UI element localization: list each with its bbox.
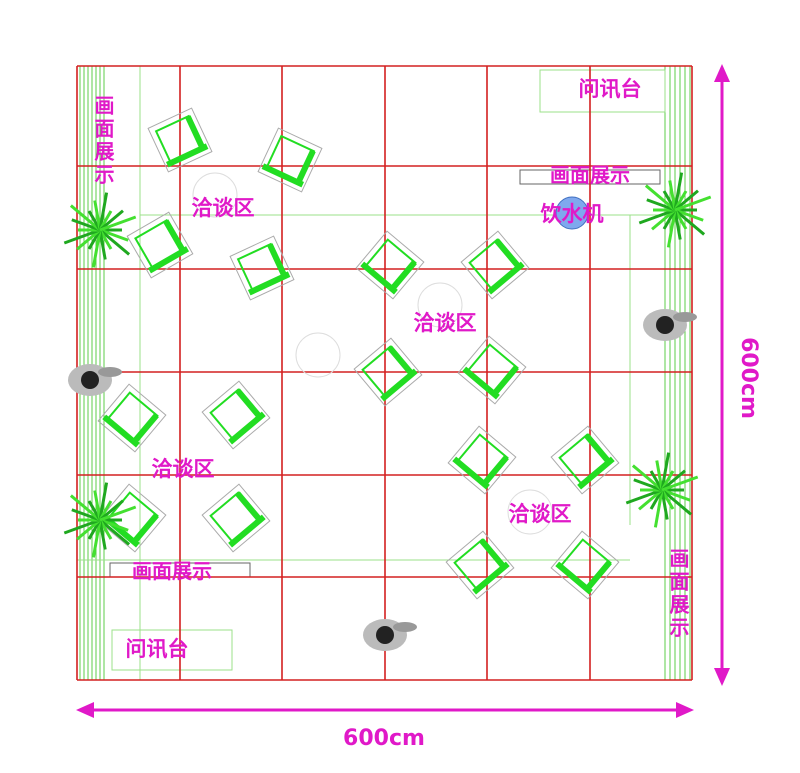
display-label: 画面展示 xyxy=(550,163,630,187)
armchair xyxy=(457,335,527,405)
reception-label: 问讯台 xyxy=(579,77,642,101)
coffee-table xyxy=(507,489,553,535)
armchair xyxy=(550,425,620,495)
person-icon xyxy=(363,619,417,651)
dimension-width-label: 600cm xyxy=(343,726,425,751)
armchair xyxy=(229,235,295,301)
water-cooler-icon xyxy=(555,196,589,230)
coffee-table xyxy=(192,172,238,218)
coffee-table xyxy=(417,282,463,328)
zone-label: 洽谈区 xyxy=(152,457,215,481)
furniture-layer xyxy=(63,107,712,651)
coffee-table xyxy=(295,332,341,378)
zone-label: 洽谈区 xyxy=(414,311,477,335)
dimension-horizontal xyxy=(76,702,694,718)
dimension-vertical xyxy=(714,64,730,686)
person-icon xyxy=(643,309,697,341)
armchair xyxy=(97,383,167,453)
zone-label: 洽谈区 xyxy=(509,502,572,526)
armchair xyxy=(445,530,515,600)
armchair xyxy=(257,127,323,193)
plant-icon xyxy=(638,172,712,248)
person-icon xyxy=(68,364,122,396)
plant-icon xyxy=(63,482,137,558)
armchair xyxy=(201,483,271,553)
armchair xyxy=(147,107,213,173)
display-label-vertical: 画面展示 xyxy=(91,95,115,187)
display-label-vertical: 画面展示 xyxy=(666,548,690,640)
display-label: 画面展示 xyxy=(132,559,212,583)
water-dispenser-label: 饮水机 xyxy=(540,202,604,226)
plant-icon xyxy=(63,192,137,268)
plant-icon xyxy=(625,452,699,528)
armchair xyxy=(355,230,425,300)
armchair xyxy=(550,530,620,600)
zone-label: 洽谈区 xyxy=(192,196,255,220)
armchair xyxy=(126,211,194,279)
dimension-height-label: 600cm xyxy=(736,337,761,419)
reception-label: 问讯台 xyxy=(126,637,189,661)
armchair xyxy=(353,337,423,407)
armchair xyxy=(201,380,271,450)
armchair xyxy=(460,230,530,300)
armchair xyxy=(447,425,517,495)
reception-desk xyxy=(111,629,233,671)
reception-desk xyxy=(539,69,666,113)
